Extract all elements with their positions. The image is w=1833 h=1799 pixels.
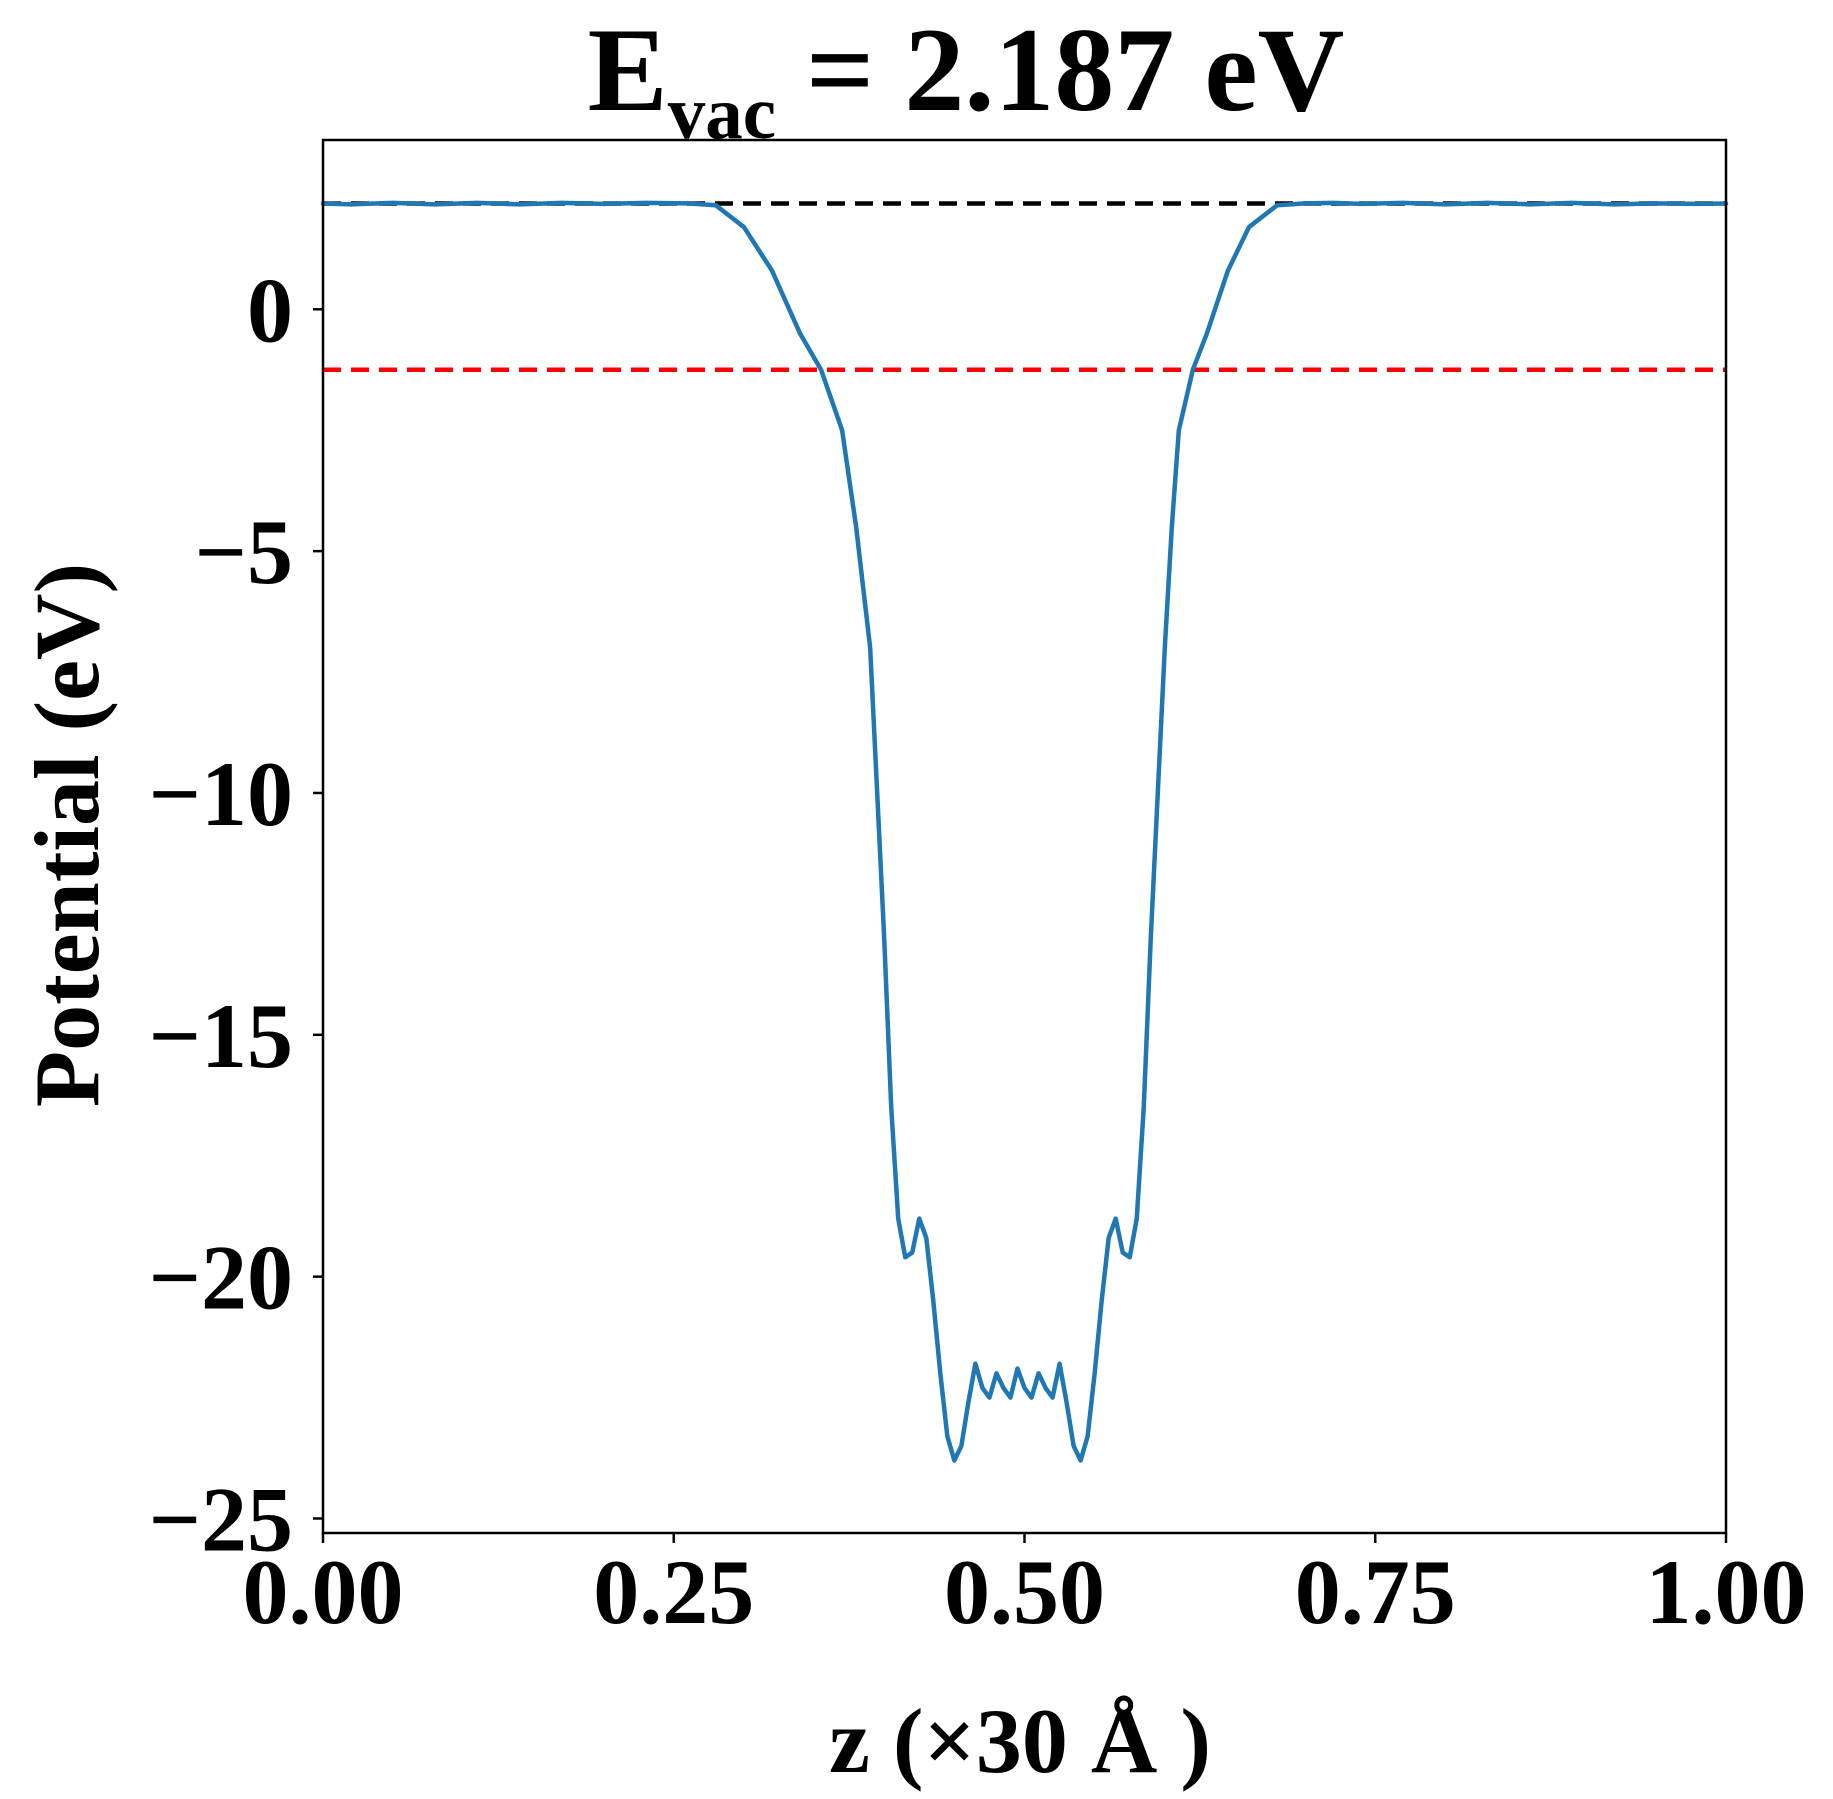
y-axis-label: Potential (eV) (16, 563, 118, 1107)
y-tick-label: 0 (247, 259, 293, 361)
x-tick-label: 0.75 (1295, 1541, 1456, 1643)
y-tick-label: −15 (149, 985, 293, 1087)
x-axis-label: z (×30 Å ) (829, 1690, 1211, 1792)
x-tick-label: 0.00 (243, 1541, 404, 1643)
series-line-0 (320, 200, 1729, 1463)
plot-frame (321, 138, 1728, 1535)
y-tick-label: −5 (195, 501, 293, 603)
x-tick-label: 0.50 (944, 1541, 1105, 1643)
x-tick-label: 0.25 (593, 1541, 754, 1643)
chart-title-subscript: vac (668, 72, 776, 155)
x-tick-label: 1.00 (1646, 1541, 1807, 1643)
plot-layer: 0.00 0.25 0.50 0.75 1.00 0 −5 −10 −15 −20 −25 (149, 138, 1807, 1643)
y-tick-label: −20 (149, 1227, 293, 1329)
chart-title: Evac = 2.187 eV (588, 3, 1345, 155)
y-tick-label: −25 (149, 1468, 293, 1570)
y-tick-label: −10 (149, 743, 293, 845)
chart-title-rest: = 2.187 eV (776, 3, 1344, 136)
chart-title-main: E (588, 3, 668, 136)
